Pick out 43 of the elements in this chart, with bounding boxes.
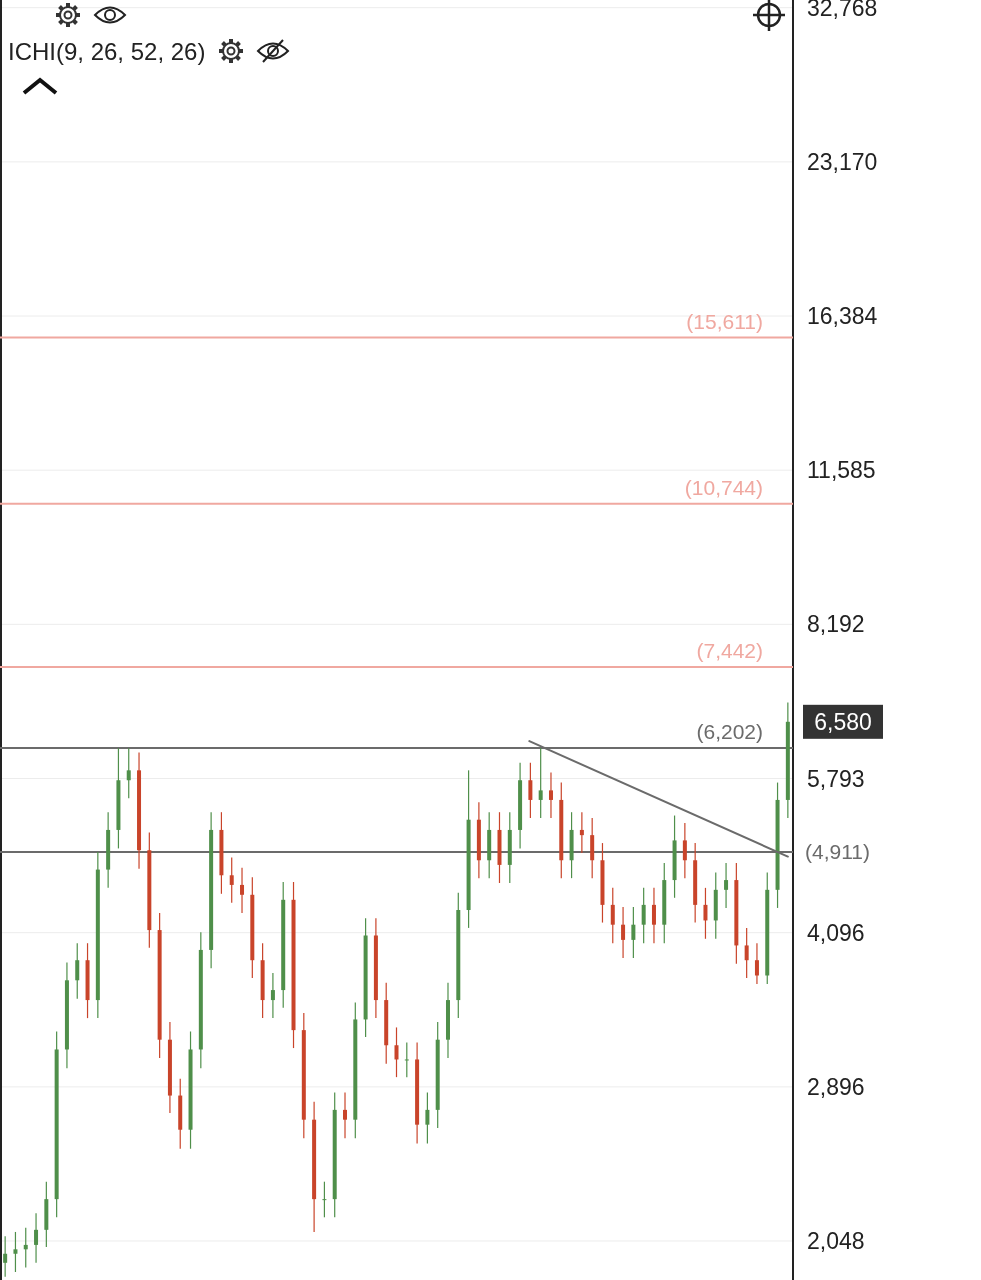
candlestick xyxy=(404,1041,409,1078)
candlestick xyxy=(229,856,234,904)
ref-line-label: (6,202) xyxy=(696,720,763,744)
candlestick xyxy=(343,1091,348,1139)
y-tick-label: 2,048 xyxy=(807,1228,865,1255)
ref-line-label: (4,911) xyxy=(805,840,870,864)
candlestick xyxy=(425,1091,430,1145)
candlestick xyxy=(651,887,656,944)
y-tick-label: 2,896 xyxy=(807,1073,865,1100)
y-tick-label: 4,096 xyxy=(807,919,865,946)
candlestick xyxy=(754,942,759,985)
candlestick xyxy=(75,942,80,1000)
ref-line-label: (10,744) xyxy=(684,475,763,499)
candlestick xyxy=(744,927,749,979)
text: 6,580 xyxy=(814,708,872,735)
y-tick-label: 32,768 xyxy=(807,0,878,21)
candlestick xyxy=(240,867,245,914)
candlestick xyxy=(548,772,553,819)
y-tick-label: 11,585 xyxy=(807,457,876,484)
candlestick xyxy=(641,887,646,944)
candlestick xyxy=(631,906,636,959)
candlestick xyxy=(13,1231,18,1273)
y-tick-label: 23,170 xyxy=(807,148,878,175)
candlestick xyxy=(621,906,626,959)
candlestick xyxy=(610,887,615,944)
candlestick xyxy=(126,747,131,799)
ref-line-label: (7,442) xyxy=(696,639,763,663)
candlestick xyxy=(724,862,729,909)
candlestick xyxy=(538,747,543,819)
y-tick-label: 5,793 xyxy=(807,765,865,792)
candlestick xyxy=(270,972,275,1019)
ref-line-label: (15,611) xyxy=(686,309,763,333)
candlestick xyxy=(34,1212,39,1264)
annotation: ICHI(9, 26, 52, 26) xyxy=(8,38,206,65)
candlestick xyxy=(394,1026,399,1078)
candlestick xyxy=(682,822,687,879)
candlestick xyxy=(528,762,533,819)
y-tick-label: 16,384 xyxy=(807,303,878,330)
candlestick xyxy=(579,811,584,854)
candlestick xyxy=(3,1235,8,1278)
candlestick xyxy=(322,1181,327,1218)
candlestick xyxy=(703,887,708,940)
y-tick-label: 8,192 xyxy=(807,611,865,638)
